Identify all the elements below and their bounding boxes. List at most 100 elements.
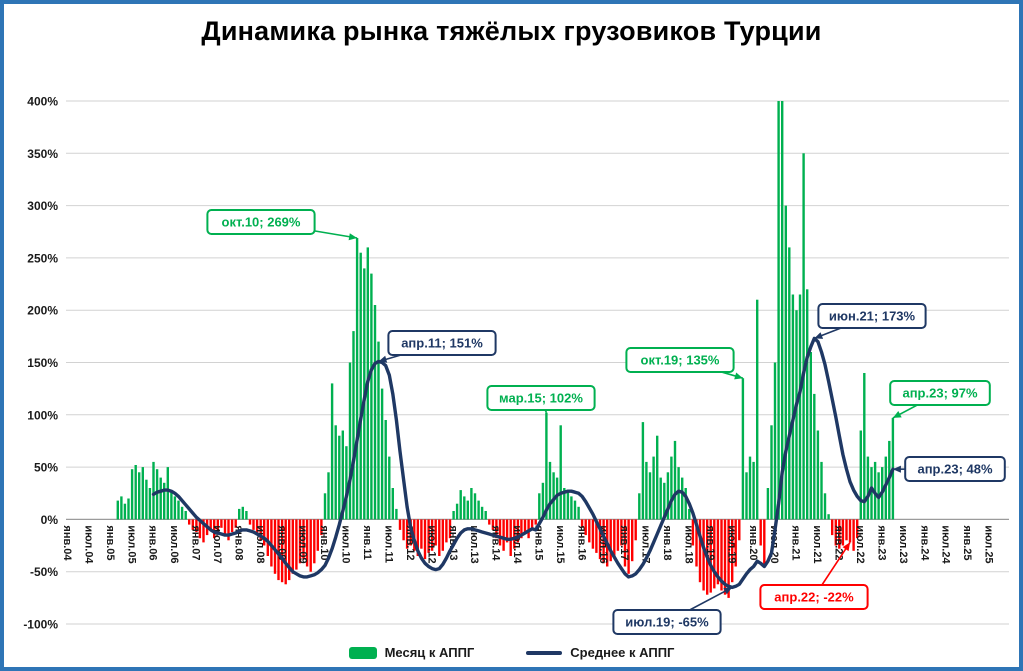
x-axis-label: июл.12: [425, 525, 437, 563]
bar: [441, 519, 444, 551]
bar: [263, 519, 266, 546]
bar: [863, 373, 866, 520]
x-axis-label: янв.11: [361, 525, 373, 560]
bar: [545, 412, 548, 520]
legend-line-label: Среднее к АППГ: [570, 645, 675, 660]
bar: [302, 519, 305, 560]
annotation-label: апр.22; -22%: [774, 590, 854, 605]
bar: [273, 519, 277, 574]
y-axis-label: 50%: [34, 461, 58, 475]
annotation-label: апр.23; 48%: [917, 462, 992, 477]
bar: [656, 435, 659, 520]
bar: [155, 469, 159, 520]
bar: [788, 247, 791, 520]
bar: [316, 519, 319, 551]
bar: [681, 477, 684, 520]
bar: [813, 393, 816, 520]
bar: [591, 519, 595, 549]
bar: [552, 472, 555, 520]
bar: [820, 461, 823, 520]
bar: [502, 519, 505, 551]
bar: [234, 519, 237, 528]
bar: [752, 461, 755, 520]
bar: [184, 511, 187, 520]
bar: [716, 519, 720, 585]
bar: [645, 461, 648, 520]
bar: [709, 519, 712, 593]
bar: [352, 331, 355, 520]
legend-bars-label: Месяц к АППГ: [384, 645, 475, 660]
x-axis-label: июл.08: [254, 525, 266, 563]
bar: [341, 430, 344, 520]
x-axis-label: янв.22: [832, 525, 844, 560]
x-axis-label: июл.10: [340, 525, 352, 563]
bar: [577, 506, 580, 520]
bar: [173, 496, 177, 520]
bar: [327, 472, 330, 520]
bar: [756, 299, 759, 520]
y-axis-label: -50%: [30, 565, 58, 579]
bar: [334, 425, 337, 520]
x-axis-label: июл.18: [682, 525, 694, 563]
bar: [434, 519, 437, 546]
bar: [663, 482, 666, 520]
chart-legend: Месяц к АППГ Среднее к АППГ: [4, 645, 1019, 660]
bar: [530, 519, 534, 530]
bar: [134, 465, 137, 520]
annotation-box: [625, 347, 735, 373]
bar: [438, 519, 441, 556]
bar: [620, 519, 623, 546]
bar: [770, 425, 773, 520]
annotation-label: окт.10; 269%: [222, 215, 301, 230]
y-axis-label: -100%: [23, 618, 58, 632]
y-axis-label: 100%: [27, 408, 58, 422]
x-axis-label: июл.21: [811, 525, 823, 563]
bar: [641, 422, 645, 520]
bar: [598, 519, 602, 560]
bar: [495, 519, 498, 539]
line-series-swatch: [526, 650, 563, 655]
bar: [345, 446, 348, 520]
bar: [452, 511, 455, 520]
bar: [170, 490, 173, 520]
x-axis-label: июл.25: [983, 525, 995, 563]
x-axis-label: июл.11: [382, 525, 394, 563]
bar: [384, 420, 387, 520]
bar: [691, 519, 695, 546]
bar: [423, 519, 427, 560]
y-axis-label: 250%: [27, 251, 58, 265]
bar: [684, 488, 687, 520]
bar: [213, 519, 216, 539]
annotation-box: [486, 385, 596, 411]
bar: [166, 467, 169, 520]
x-axis-label: июл.16: [597, 525, 609, 563]
line-series: [151, 336, 895, 590]
bar: [216, 519, 219, 532]
y-axis-label: 150%: [27, 356, 58, 370]
bar: [116, 500, 119, 520]
bar: [595, 519, 598, 553]
bar: [827, 514, 830, 520]
bar: [823, 493, 827, 520]
bar: [773, 362, 777, 520]
bar: [634, 519, 637, 541]
bar: [702, 519, 705, 591]
x-axis-label: июл.24: [940, 525, 952, 564]
bar: [759, 519, 762, 546]
legend-item-line: Среднее к АППГ: [526, 645, 674, 660]
bar: [223, 519, 227, 536]
bar: [548, 461, 552, 520]
x-axis-label: июл.14: [511, 525, 523, 564]
bar: [377, 341, 380, 520]
bar: [298, 519, 302, 564]
bar: [402, 519, 405, 541]
bar: [784, 205, 787, 520]
bar: [816, 430, 820, 520]
bar: [613, 519, 616, 556]
bar: [138, 472, 141, 520]
bar: [673, 440, 677, 520]
x-axis-label: июл.05: [125, 525, 137, 563]
bar: [566, 490, 570, 520]
bar: [252, 519, 255, 530]
legend-item-bars: Месяц к АППГ: [348, 645, 475, 660]
